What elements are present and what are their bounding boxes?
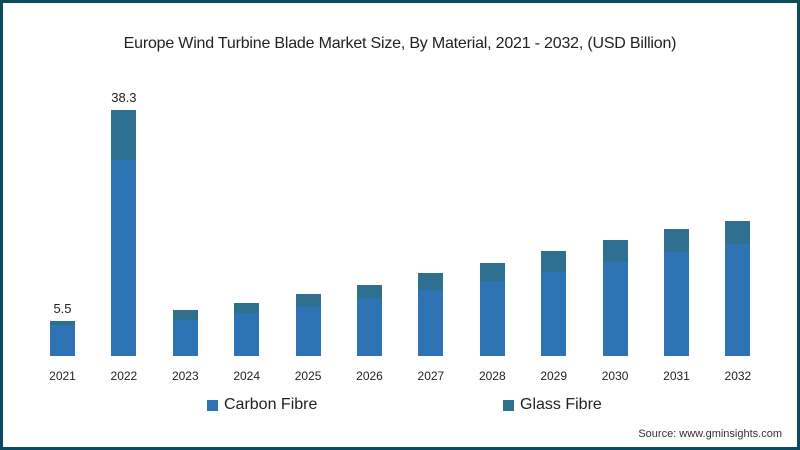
bar-2025 xyxy=(295,294,321,356)
bar-segment-carbon-fibre xyxy=(541,271,567,356)
bar-segment-carbon-fibre xyxy=(602,262,628,356)
bar-segment-glass-fibre xyxy=(541,250,567,272)
bar-2021 xyxy=(50,320,75,356)
bar-segment-glass-fibre xyxy=(172,309,198,321)
bar-2031 xyxy=(664,228,689,356)
x-tick-label: 2026 xyxy=(356,369,383,383)
bar-segment-carbon-fibre xyxy=(479,280,505,356)
legend-item-carbon-fibre: Carbon Fibre xyxy=(207,396,317,414)
bar-segment-glass-fibre xyxy=(357,285,382,299)
bar-2023 xyxy=(172,309,198,356)
x-tick-label: 2025 xyxy=(294,369,322,383)
bar-segment-glass-fibre xyxy=(234,302,260,313)
bar-segment-carbon-fibre xyxy=(172,320,198,356)
legend-swatch-carbon xyxy=(207,399,218,411)
bar-segment-glass-fibre xyxy=(295,294,321,308)
x-tick-label: 2030 xyxy=(601,369,629,383)
bar-2030 xyxy=(602,240,628,356)
chart-title: Europe Wind Turbine Blade Market Size, B… xyxy=(123,35,677,52)
bar-segment-glass-fibre xyxy=(50,320,75,326)
bar-2024 xyxy=(234,302,260,356)
bar-segment-carbon-fibre xyxy=(664,251,689,356)
bar-segment-glass-fibre xyxy=(664,228,689,252)
x-tick-label: 2028 xyxy=(478,369,506,383)
bar-segment-glass-fibre xyxy=(111,110,137,161)
bar-segment-glass-fibre xyxy=(725,220,751,245)
x-tick-label: 2024 xyxy=(233,369,261,383)
bar-segment-glass-fibre xyxy=(418,273,444,290)
bar-segment-carbon-fibre xyxy=(111,160,137,356)
source-note: Source: www.gminsights.com xyxy=(638,428,782,440)
bar-2032 xyxy=(725,220,751,356)
bar-segment-carbon-fibre xyxy=(418,289,444,356)
data-label: 38.3 xyxy=(111,90,137,106)
x-tick-label: 2021 xyxy=(49,369,76,383)
bar-segment-carbon-fibre xyxy=(50,325,75,356)
x-tick-label: 2029 xyxy=(540,369,568,383)
bar-segment-carbon-fibre xyxy=(234,312,260,356)
bar-segment-carbon-fibre xyxy=(725,244,751,356)
x-tick-label: 2022 xyxy=(110,369,138,383)
x-tick-label: 2023 xyxy=(171,369,199,383)
bar-2028 xyxy=(479,262,505,356)
x-tick-label: 2032 xyxy=(724,369,752,383)
legend-item-glass-fibre: Glass Fibre xyxy=(503,396,602,414)
bar-2022 xyxy=(111,110,137,356)
legend-label-carbon: Carbon Fibre xyxy=(224,396,318,413)
bar-2029 xyxy=(541,250,567,356)
bar-segment-carbon-fibre xyxy=(357,298,382,356)
bar-segment-glass-fibre xyxy=(479,262,505,281)
bar-segment-glass-fibre xyxy=(602,240,628,263)
x-tick-label: 2027 xyxy=(417,369,445,383)
bar-segment-carbon-fibre xyxy=(295,307,321,356)
legend-label-glass: Glass Fibre xyxy=(520,396,602,413)
bar-2026 xyxy=(357,285,382,356)
legend-swatch-glass xyxy=(503,399,514,411)
x-tick-label: 2031 xyxy=(663,369,690,383)
data-label: 5.5 xyxy=(53,300,72,316)
bar-2027 xyxy=(418,273,444,356)
